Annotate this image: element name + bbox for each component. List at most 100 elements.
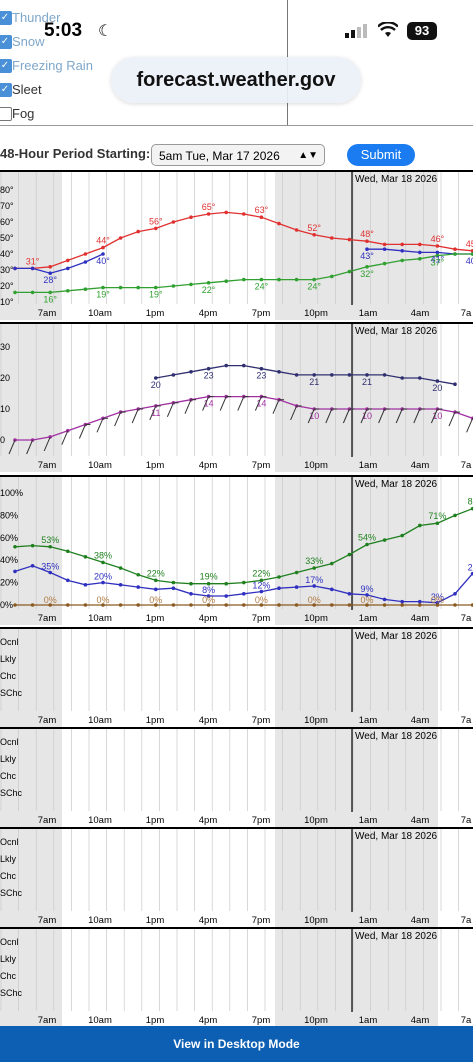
wind-barb: [219, 396, 227, 411]
desktop-mode-label: View in Desktop Mode: [173, 1037, 300, 1051]
x-tick-label: 1am: [359, 613, 378, 624]
category-label: Lkly: [0, 654, 17, 664]
x-tick-label: 4am: [411, 915, 430, 926]
x-tick-label: 7am: [38, 815, 57, 826]
x-tick-label: 4pm: [199, 1015, 218, 1026]
url-bar[interactable]: forecast.weather.gov: [111, 57, 361, 103]
humidity-point: [101, 580, 105, 585]
x-tick-label: 4pm: [199, 815, 218, 826]
wind-barb: [202, 396, 210, 411]
night-shade: [0, 829, 62, 927]
heat-index-data-label: 40°: [96, 256, 110, 266]
wind-gust-point: [400, 376, 405, 380]
precip-potential-point: [400, 603, 405, 607]
precip-potential-point: [418, 603, 422, 607]
checkbox-label: Snow: [12, 34, 45, 49]
night-shade: [275, 629, 438, 727]
temperature-data-label: 45°: [466, 239, 473, 249]
category-label: Chc: [0, 771, 17, 781]
sky-cover-point: [294, 570, 299, 575]
x-tick-label: 1am: [359, 715, 378, 726]
category-label: Chc: [0, 971, 17, 981]
y-tick-label: 80%: [0, 510, 18, 520]
desktop-mode-bar[interactable]: View in Desktop Mode: [0, 1026, 473, 1062]
wifi-icon: [378, 22, 398, 37]
precip-potential-point: [118, 603, 123, 607]
humidity-point: [189, 592, 193, 596]
sky-cover-point: [453, 513, 457, 518]
category-label: Ocnl: [0, 937, 19, 947]
dewpoint-point: [294, 277, 299, 282]
sky-cover-point: [435, 521, 440, 526]
humidity-point: [154, 587, 158, 592]
temperature-point: [66, 258, 70, 263]
surface-wind-data-label: 10: [362, 411, 372, 421]
y-tick-label: 20°: [0, 281, 14, 291]
heat-index-point: [13, 266, 17, 271]
period-select[interactable]: 5am Tue, Mar 17 2026 ▲▼: [151, 144, 325, 166]
y-tick-label: 0: [0, 435, 5, 445]
dewpoint-point: [435, 253, 440, 258]
night-shade: [275, 172, 438, 320]
night-shade: [0, 729, 62, 827]
date-label: Wed, Mar 18 2026: [355, 326, 438, 337]
temperature-data-label: 65°: [202, 202, 216, 212]
humidity-point: [206, 594, 211, 598]
dewpoint-point: [154, 285, 158, 290]
wind-gust-point: [294, 373, 299, 377]
dewpoint-data-label: 22°: [202, 285, 216, 295]
night-shade: [0, 172, 62, 320]
wind-barb: [78, 424, 86, 439]
heat-index-point: [400, 249, 405, 253]
x-tick-label: 1pm: [146, 915, 165, 926]
x-tick-label: 4pm: [199, 915, 218, 926]
wind-barb: [8, 439, 16, 455]
checkbox-label: Fog: [12, 106, 35, 121]
humidity-point: [277, 586, 281, 590]
wind-barb: [430, 408, 438, 424]
wind-barb: [131, 408, 139, 424]
wind-barb: [307, 408, 315, 424]
x-tick-label: 1am: [359, 815, 378, 826]
sky-cover-point: [312, 566, 317, 570]
wind-gust-point: [435, 379, 440, 383]
humidity-data-label: 9%: [360, 584, 373, 594]
wind-barb: [149, 405, 157, 421]
date-label: Wed, Mar 18 2026: [355, 731, 438, 742]
x-tick-label: 4am: [411, 1015, 430, 1026]
sky-cover-point: [400, 533, 405, 538]
temperature-point: [136, 229, 140, 234]
submit-button[interactable]: Submit: [347, 144, 415, 166]
temperature-point: [365, 239, 369, 243]
heat-index-data-label: 41°: [431, 254, 445, 264]
x-tick-label: 7am: [38, 915, 57, 926]
temperature-point: [418, 242, 422, 247]
precip-potential-point: [48, 603, 52, 607]
dewpoint-data-label: 37°: [431, 258, 445, 268]
wind-barb: [272, 399, 280, 414]
humidity-point: [224, 594, 228, 598]
y-tick-label: 60°: [0, 217, 14, 227]
x-tick-label: 4pm: [199, 715, 218, 726]
x-tick-label: 7am: [38, 1015, 57, 1026]
x-tick-label: 1pm: [146, 1015, 165, 1026]
dewpoint-point: [312, 277, 317, 282]
category-label: Chc: [0, 871, 17, 881]
sky-cover-point: [83, 555, 88, 559]
sky-cover-data-label: 19%: [200, 572, 218, 582]
sky-cover-data-label: 22%: [252, 568, 270, 578]
wind-gust-point: [242, 363, 246, 368]
dewpoint-point: [277, 277, 281, 282]
x-tick-label: 7a: [461, 460, 472, 471]
y-tick-label: 10°: [0, 297, 14, 307]
category-label: Lkly: [0, 954, 17, 964]
x-tick-label: 4am: [411, 460, 430, 471]
dewpoint-point: [347, 269, 352, 274]
wind-gust-point: [277, 370, 281, 374]
x-tick-label: 4am: [411, 613, 430, 624]
temperature-point: [347, 237, 352, 242]
precip-data-label: 0%: [44, 595, 57, 605]
wind-gust-point: [453, 382, 457, 386]
temperature-data-label: 46°: [431, 234, 445, 244]
temperature-point: [171, 220, 176, 224]
